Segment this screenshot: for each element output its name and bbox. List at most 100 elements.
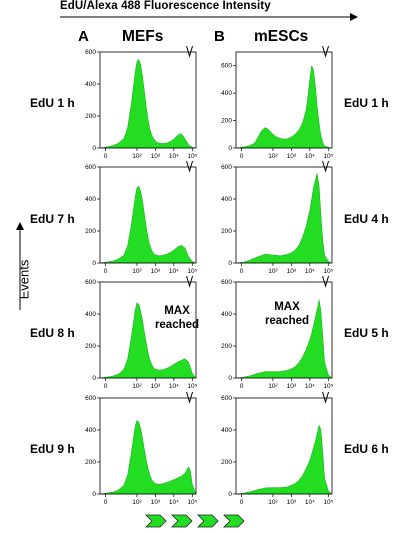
plot-frame: [99, 166, 197, 264]
progress-chevrons: [145, 514, 245, 528]
x-tick-label: 10⁵: [187, 268, 197, 275]
x-tick-label: 10⁴: [169, 153, 179, 160]
histogram-area: [235, 64, 333, 149]
histogram-area: [99, 58, 197, 149]
x-tick-label: 0: [104, 268, 108, 275]
plot-frame: [99, 281, 197, 379]
histogram-panel-a-2: 0 200 400 600 0 10² 10³ 10⁴ 10⁵: [85, 160, 198, 275]
y-tick-label: 400: [85, 196, 96, 203]
x-tick-label: 10⁵: [187, 499, 197, 506]
x-tick-label: 10³: [151, 499, 161, 506]
x-tick-label: 10³: [151, 383, 161, 390]
panel-b-letter: B: [214, 28, 225, 45]
histogram-panel-b-2: 0 200 400 600 0 10² 10³ 10⁴ 10⁵: [221, 160, 334, 275]
x-tick-label: 10²: [132, 383, 142, 390]
y-tick-label: 400: [221, 196, 232, 203]
x-tick-label: 10⁴: [169, 499, 179, 506]
y-tick-label: 200: [221, 228, 232, 235]
y-tick-label: 0: [228, 375, 232, 382]
row-label-b2: EdU 4 h: [344, 212, 389, 226]
x-tick-label: 0: [104, 153, 108, 160]
histogram-area: [99, 419, 197, 495]
x-tick-label: 0: [104, 499, 108, 506]
y-tick-label: 200: [85, 113, 96, 120]
x-tick-label: 10⁴: [305, 499, 315, 506]
max-marker-icon: [186, 275, 194, 288]
y-tick-label: 0: [228, 260, 232, 267]
plot-frame: [235, 166, 333, 264]
y-tick-label: 600: [85, 49, 96, 56]
y-tick-label: 600: [85, 164, 96, 171]
histogram-panel-b-3: 0 200 400 600 0 10² 10³ 10⁴ 10⁵: [221, 275, 334, 390]
y-tick-label: 0: [92, 491, 96, 498]
histogram-area: [235, 424, 333, 495]
max-annotation-a-line2: reached: [154, 319, 200, 331]
row-label-a2: EdU 7 h: [30, 212, 75, 226]
x-tick-label: 0: [104, 383, 108, 390]
y-tick-label: 400: [85, 311, 96, 318]
plot-frame: [99, 51, 197, 149]
events-arrow: [16, 222, 24, 310]
x-tick-label: 0: [240, 153, 244, 160]
x-tick-label: 10³: [287, 499, 297, 506]
y-tick-label: 400: [221, 90, 232, 97]
y-tick-label: 200: [221, 343, 232, 350]
x-tick-label: 10³: [287, 153, 297, 160]
x-tick-label: 0: [240, 499, 244, 506]
y-tick-label: 200: [221, 459, 232, 466]
max-marker-icon: [322, 275, 330, 288]
y-tick-label: 0: [92, 260, 96, 267]
y-tick-label: 200: [85, 343, 96, 350]
max-reached-annotation-b: MAX reached: [262, 300, 312, 328]
x-tick-label: 10²: [132, 268, 142, 275]
x-tick-label: 10²: [268, 153, 278, 160]
x-tick-label: 0: [240, 268, 244, 275]
x-tick-label: 10⁵: [323, 153, 333, 160]
row-label-a4: EdU 9 h: [30, 442, 75, 456]
histogram-area: [99, 302, 197, 379]
max-annotation-b-line2: reached: [264, 315, 310, 327]
y-tick-label: 600: [85, 395, 96, 402]
row-label-b1: EdU 1 h: [344, 96, 389, 110]
y-tick-label: 400: [221, 311, 232, 318]
plot-frame: [235, 397, 333, 495]
max-marker-icon: [322, 45, 330, 58]
y-tick-label: 0: [228, 145, 232, 152]
histogram-panel-b-1: 0 200 400 600 0 10² 10³ 10⁴ 10⁵: [221, 45, 334, 160]
x-tick-label: 10³: [287, 268, 297, 275]
x-tick-label: 0: [240, 383, 244, 390]
x-tick-label: 10⁵: [323, 268, 333, 275]
max-annotation-b-line1: MAX: [274, 301, 300, 313]
x-tick-label: 10⁴: [169, 268, 179, 275]
max-marker-icon: [322, 391, 330, 404]
y-tick-label: 200: [85, 459, 96, 466]
histogram-area: [235, 173, 333, 264]
max-marker-icon: [186, 160, 194, 173]
max-annotation-a-line1: MAX: [164, 305, 190, 317]
x-tick-label: 10³: [151, 268, 161, 275]
histogram-plots: 0 200 400 600 0 10² 10³ 10⁴ 10⁵ 0 200 400 600 0 10² 10³…: [85, 45, 334, 506]
y-tick-label: 600: [221, 279, 232, 286]
y-tick-label: 400: [85, 427, 96, 434]
row-label-a1: EdU 1 h: [30, 96, 75, 110]
y-tick-label: 600: [221, 63, 232, 70]
x-tick-label: 10⁵: [187, 383, 197, 390]
y-tick-label: 0: [228, 491, 232, 498]
max-marker-icon: [186, 45, 194, 58]
y-tick-label: 200: [85, 228, 96, 235]
max-reached-annotation-a: MAX reached: [152, 304, 202, 332]
x-tick-label: 10⁵: [323, 499, 333, 506]
col-a-title: MEFs: [122, 28, 164, 45]
x-tick-label: 10⁴: [305, 153, 315, 160]
x-tick-label: 10²: [132, 499, 142, 506]
x-tick-label: 10⁴: [169, 383, 179, 390]
top-arrow: [60, 13, 358, 21]
y-tick-label: 0: [92, 145, 96, 152]
x-axis-title: EdU/Alexa 488 Fluorescence Intensity: [60, 0, 271, 12]
histogram-panel-a-3: 0 200 400 600 0 10² 10³ 10⁴ 10⁵: [85, 275, 198, 390]
y-tick-label: 600: [221, 395, 232, 402]
histogram-area: [235, 299, 333, 379]
y-tick-label: 600: [85, 279, 96, 286]
x-tick-label: 10²: [268, 499, 278, 506]
x-tick-label: 10⁴: [305, 268, 315, 275]
